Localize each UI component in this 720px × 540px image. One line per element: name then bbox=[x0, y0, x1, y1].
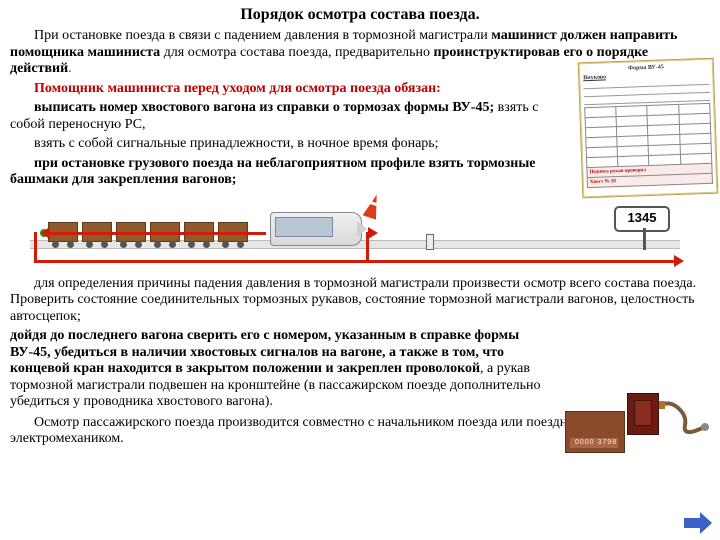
arrow-head-icon bbox=[674, 255, 684, 267]
wagon-number: 0000 3798 bbox=[575, 439, 617, 446]
brake-hose-icon bbox=[659, 401, 709, 437]
sign-post bbox=[643, 228, 646, 250]
form-table: Подпись рукав проверил Хвост № 50 bbox=[584, 103, 713, 188]
return-path-arrow bbox=[34, 260, 674, 263]
p1-dot: . bbox=[68, 61, 72, 76]
train-diagram: 1345 bbox=[10, 192, 710, 272]
form-vu45-image: Форма ВУ-45 Внуково Подпись рукав провер… bbox=[578, 58, 719, 199]
p1-lead: При остановке поезда в связи с падением … bbox=[34, 28, 491, 43]
p7-bold: дойдя до последнего вагона сверить его с… bbox=[10, 328, 519, 376]
km-sign: 1345 bbox=[614, 206, 670, 232]
p3-bold: выписать номер хвостового вагона из спра… bbox=[34, 100, 494, 115]
wagon-wall bbox=[565, 411, 625, 453]
path-segment bbox=[34, 232, 37, 262]
tail-signal-device bbox=[627, 393, 659, 435]
inspection-path-arrow bbox=[50, 232, 266, 235]
locomotive bbox=[270, 212, 362, 246]
p1-tail: для осмотра состава поезда, предваритель… bbox=[164, 45, 434, 60]
tail-wagon-image: 0000 3798 bbox=[565, 383, 710, 463]
page-title: Порядок осмотра состава поезда. bbox=[10, 6, 710, 24]
signal-cone-icon bbox=[363, 192, 384, 219]
path-segment bbox=[366, 232, 374, 235]
arrow-head-icon bbox=[40, 227, 50, 239]
paragraph-inspect: для определения причины падения давления… bbox=[10, 276, 710, 326]
next-page-arrow-icon[interactable] bbox=[684, 512, 712, 534]
marker-icon bbox=[426, 234, 434, 250]
